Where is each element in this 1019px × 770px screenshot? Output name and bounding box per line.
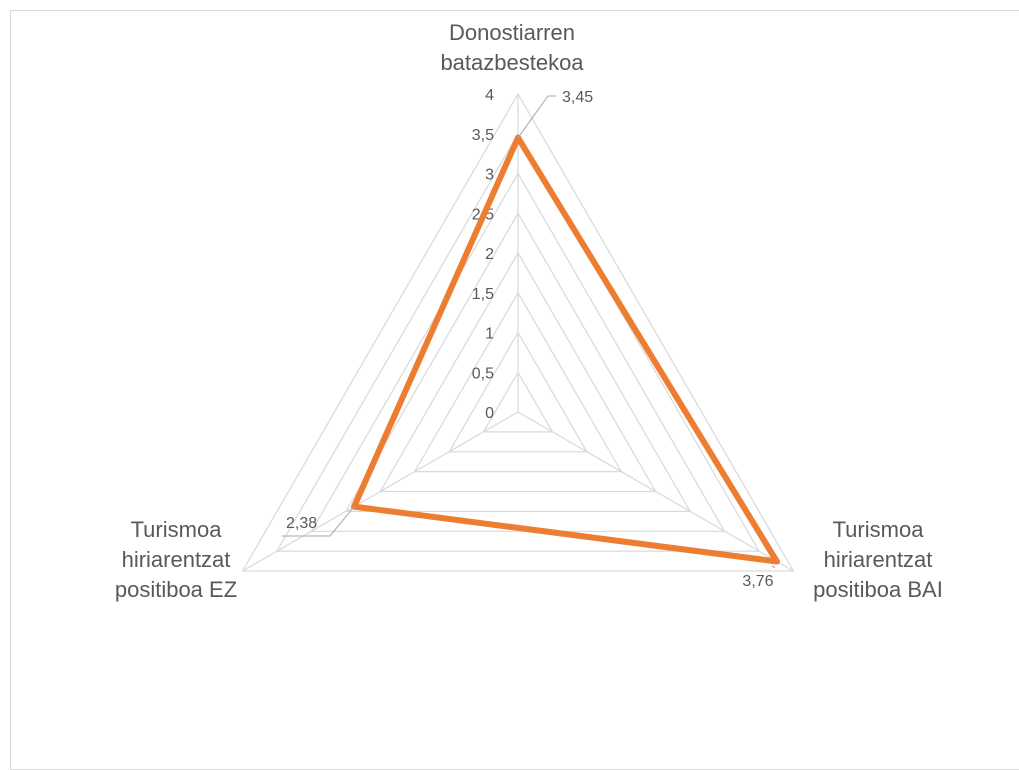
radar-chart: 00,511,522,533,54 3,453,762,38 Donostiar… [115,20,943,602]
chart-area [10,10,1019,770]
radial-tick-labels: 00,511,522,533,54 [472,87,494,422]
tick-label: 1 [485,326,494,343]
data-point [773,558,780,565]
grid-ring [482,371,554,433]
tick-label: 0,5 [472,365,494,382]
category-label-line: hiriarentzat [824,547,933,572]
grid-spoke [517,411,794,572]
category-label: Turismoa hiriarentzat positiboa EZ [115,517,237,602]
data-label: 3,76 [742,573,773,590]
tick-label: 3,5 [472,127,494,144]
grid-ring [379,251,657,493]
radar-grid [241,92,795,572]
category-label: Turismoa hiriarentzat positiboa BAI [813,517,943,602]
grid-ring [310,172,726,532]
leader-line [517,95,556,138]
category-label-line: positiboa EZ [115,577,237,602]
category-label-line: positiboa BAI [813,577,943,602]
grid-ring [275,132,761,552]
grid-ring [448,331,588,453]
category-label-line: Turismoa [131,517,223,542]
tick-label: 3 [485,167,494,184]
tick-label: 1,5 [472,286,494,303]
tick-label: 2 [485,246,494,263]
leader-line [282,506,355,537]
grid-ring [241,92,795,572]
grid-ring [344,212,692,512]
grid-ring [413,291,623,473]
grid-spoke [242,411,519,572]
category-labels: Donostiarren batazbestekoa Turismoa hiriare… [115,20,943,602]
category-label-line: hiriarentzat [122,547,231,572]
category-label: Donostiarren batazbestekoa [440,20,584,75]
category-label-line: Donostiarren [449,20,575,45]
series-layer: 3,45 3,76 2,38 [282,89,780,590]
data-label: 3,45 [562,89,593,106]
series-line [351,134,780,565]
tick-label: 4 [485,87,494,104]
data-label: 2,38 [286,515,317,532]
category-label-line: Turismoa [833,517,925,542]
tick-label: 0 [485,405,494,422]
leader-line [771,565,776,568]
category-label-line: batazbestekoa [440,50,584,75]
